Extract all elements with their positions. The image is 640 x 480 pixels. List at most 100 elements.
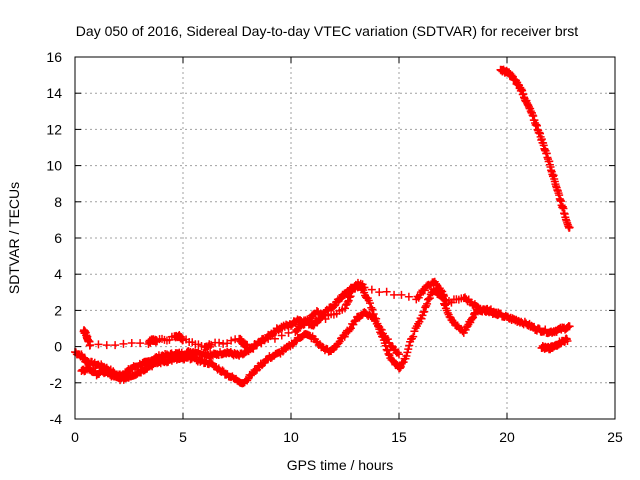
- data-point-fill: [350, 317, 359, 326]
- data-point-fill: [448, 316, 457, 325]
- data-point-fill: [340, 332, 349, 341]
- data-point: [563, 336, 572, 345]
- tick-labels: 0 5 10 15 20 25 -4 -2 0 2 4 6 8 10 12 14 16: [46, 49, 623, 445]
- data-point-fill: [383, 335, 392, 344]
- x-axis-label: GPS time / hours: [287, 457, 394, 473]
- y-tick-label: -2: [50, 375, 63, 391]
- data-point-fill: [393, 348, 402, 357]
- data-point-fill: [346, 292, 355, 301]
- x-tick-label: 25: [607, 429, 623, 445]
- chart-title: Day 050 of 2016, Sidereal Day-to-day VTE…: [76, 23, 578, 39]
- data-point-fill: [215, 338, 224, 347]
- data-point-fill: [402, 351, 411, 360]
- data-point-fill: [119, 339, 128, 348]
- axis-ticks: [74, 56, 616, 420]
- data-point-fill: [227, 336, 236, 345]
- data-point-fill: [563, 323, 572, 332]
- data-point-fill: [345, 325, 354, 334]
- data-point-fill: [384, 349, 393, 358]
- data-point-fill: [250, 339, 259, 348]
- data-point-fill: [368, 305, 377, 314]
- data-point-fill: [365, 299, 374, 308]
- series-group: [71, 280, 574, 380]
- y-tick-label: 8: [54, 194, 62, 210]
- data-point-fill: [251, 366, 260, 375]
- data-point: [420, 286, 429, 295]
- data-point-fill: [405, 341, 414, 350]
- data-point-fill: [425, 294, 434, 303]
- data-point-fill: [270, 334, 279, 343]
- x-tick-label: 0: [71, 429, 79, 445]
- grid: [75, 57, 615, 419]
- series-group: [77, 308, 403, 388]
- data-point-fill: [102, 341, 111, 350]
- data-point-fill: [367, 303, 376, 312]
- x-tick-label: 5: [179, 429, 187, 445]
- y-tick-label: 14: [46, 85, 62, 101]
- data-point-fill: [277, 331, 286, 340]
- data-series: [71, 65, 574, 388]
- series-group: [537, 334, 572, 354]
- data-point-fill: [335, 295, 344, 304]
- data-point-fill: [397, 290, 406, 299]
- data-point-fill: [473, 302, 482, 311]
- data-point: [330, 301, 339, 310]
- data-point-fill: [421, 303, 430, 312]
- data-point-fill: [424, 295, 433, 304]
- data-point-fill: [218, 366, 227, 375]
- y-tick-label: 6: [54, 230, 62, 246]
- data-point-fill: [443, 308, 452, 317]
- data-point-fill: [375, 288, 384, 297]
- data-point: [423, 299, 432, 308]
- data-point: [243, 344, 252, 353]
- y-tick-label: 4: [54, 266, 62, 282]
- x-tick-label: 20: [499, 429, 515, 445]
- data-point: [377, 325, 386, 334]
- data-point-fill: [284, 328, 293, 337]
- data-point-fill: [468, 314, 477, 323]
- data-point-fill: [382, 287, 391, 296]
- data-point: [86, 341, 95, 350]
- data-point-fill: [257, 339, 266, 348]
- data-point-fill: [409, 332, 418, 341]
- data-point-fill: [404, 292, 413, 301]
- data-point-fill: [305, 315, 314, 324]
- y-tick-label: 2: [54, 302, 62, 318]
- data-point-fill: [264, 334, 273, 343]
- data-point-fill: [397, 359, 406, 368]
- y-axis-label: SDTVAR / TECUs: [6, 182, 22, 294]
- y-tick-label: -4: [50, 411, 63, 427]
- data-point-fill: [390, 290, 399, 299]
- data-point-fill: [395, 364, 404, 373]
- data-point-fill: [432, 279, 441, 288]
- y-tick-label: 0: [54, 339, 62, 355]
- data-point: [341, 304, 349, 313]
- x-tick-label: 15: [391, 429, 407, 445]
- data-point: [334, 339, 343, 348]
- data-point-fill: [420, 307, 429, 316]
- data-point-fill: [382, 345, 391, 354]
- data-point-fill: [367, 285, 376, 294]
- data-point: [565, 322, 574, 331]
- data-point: [395, 350, 403, 359]
- data-point: [360, 283, 369, 292]
- data-point-fill: [404, 345, 413, 354]
- data-point-fill: [127, 338, 136, 347]
- data-point-fill: [94, 340, 103, 349]
- data-point-fill: [343, 298, 352, 307]
- y-tick-label: 12: [46, 121, 62, 137]
- y-tick-label: 16: [46, 49, 62, 65]
- series-group: [79, 277, 503, 353]
- data-point: [207, 340, 216, 349]
- data-point-fill: [436, 286, 445, 295]
- y-tick-label: 10: [46, 158, 62, 174]
- data-point-fill: [345, 293, 354, 302]
- data-point-fill: [469, 310, 478, 319]
- data-point-fill: [111, 341, 120, 350]
- series-group: [496, 65, 574, 232]
- data-point-fill: [136, 339, 145, 348]
- data-point: [565, 223, 574, 232]
- x-tick-label: 10: [283, 429, 299, 445]
- data-point-fill: [388, 356, 397, 365]
